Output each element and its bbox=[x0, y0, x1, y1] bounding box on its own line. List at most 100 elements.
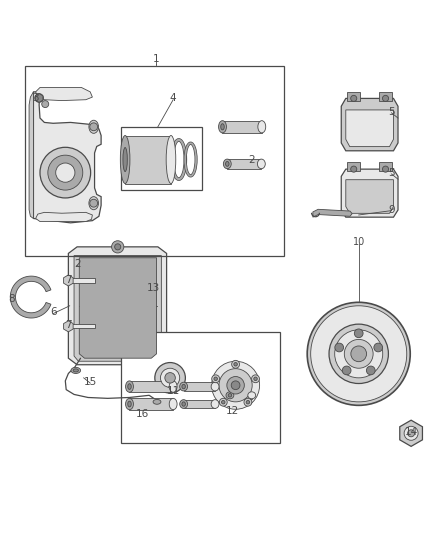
Circle shape bbox=[48, 155, 83, 190]
Ellipse shape bbox=[153, 399, 161, 404]
Circle shape bbox=[408, 430, 415, 437]
Bar bbox=[25, 66, 285, 256]
Polygon shape bbox=[313, 209, 352, 217]
Ellipse shape bbox=[120, 135, 130, 183]
Circle shape bbox=[203, 352, 268, 418]
Polygon shape bbox=[341, 169, 398, 217]
Text: 4: 4 bbox=[170, 93, 177, 103]
Text: 14: 14 bbox=[404, 427, 418, 438]
Polygon shape bbox=[68, 247, 166, 365]
Bar bbox=[230, 392, 252, 399]
Ellipse shape bbox=[258, 159, 265, 169]
Bar bbox=[68, 278, 95, 282]
Circle shape bbox=[227, 376, 244, 394]
Ellipse shape bbox=[128, 401, 131, 407]
Text: 8: 8 bbox=[8, 294, 15, 304]
Circle shape bbox=[35, 94, 43, 102]
Circle shape bbox=[115, 244, 121, 250]
Text: 2: 2 bbox=[248, 155, 255, 165]
Circle shape bbox=[212, 361, 260, 409]
Text: 12: 12 bbox=[226, 406, 239, 416]
Bar bbox=[130, 381, 173, 392]
Polygon shape bbox=[341, 99, 398, 151]
Bar bbox=[68, 324, 95, 328]
Text: 15: 15 bbox=[84, 377, 97, 387]
Text: 5: 5 bbox=[388, 107, 395, 117]
Circle shape bbox=[404, 426, 418, 440]
Text: 6: 6 bbox=[50, 308, 57, 317]
Circle shape bbox=[351, 346, 367, 362]
Circle shape bbox=[335, 330, 383, 378]
Circle shape bbox=[212, 375, 219, 383]
Ellipse shape bbox=[228, 393, 232, 397]
Circle shape bbox=[382, 166, 389, 172]
Polygon shape bbox=[11, 276, 51, 318]
Text: 13: 13 bbox=[147, 284, 160, 293]
Ellipse shape bbox=[180, 382, 187, 391]
Text: 7: 7 bbox=[65, 274, 72, 285]
Ellipse shape bbox=[223, 159, 231, 169]
Circle shape bbox=[165, 373, 175, 383]
Polygon shape bbox=[346, 180, 393, 213]
Text: 3: 3 bbox=[32, 93, 39, 103]
Bar bbox=[379, 163, 392, 171]
Circle shape bbox=[42, 101, 49, 108]
Text: 1: 1 bbox=[152, 54, 159, 64]
Circle shape bbox=[311, 306, 407, 402]
Bar bbox=[227, 159, 261, 169]
Circle shape bbox=[367, 366, 375, 375]
Circle shape bbox=[254, 377, 257, 381]
Ellipse shape bbox=[180, 400, 187, 408]
Ellipse shape bbox=[226, 392, 234, 399]
Bar bbox=[184, 382, 215, 391]
Ellipse shape bbox=[89, 120, 99, 133]
Text: 11: 11 bbox=[166, 386, 180, 396]
Circle shape bbox=[155, 362, 185, 393]
Circle shape bbox=[342, 366, 351, 375]
Circle shape bbox=[112, 241, 124, 253]
Text: 9: 9 bbox=[388, 205, 395, 215]
Polygon shape bbox=[79, 258, 156, 358]
Ellipse shape bbox=[166, 135, 176, 183]
Ellipse shape bbox=[211, 400, 219, 408]
Circle shape bbox=[251, 375, 259, 383]
Ellipse shape bbox=[182, 402, 185, 406]
Circle shape bbox=[344, 340, 373, 368]
Ellipse shape bbox=[211, 382, 219, 391]
Bar bbox=[121, 332, 280, 443]
Polygon shape bbox=[74, 256, 161, 361]
Circle shape bbox=[335, 343, 343, 352]
Bar bbox=[379, 92, 392, 101]
Circle shape bbox=[231, 381, 240, 390]
Ellipse shape bbox=[126, 381, 134, 392]
Circle shape bbox=[40, 147, 91, 198]
Circle shape bbox=[244, 398, 252, 406]
Bar bbox=[130, 398, 173, 410]
Ellipse shape bbox=[258, 120, 266, 133]
Circle shape bbox=[351, 95, 357, 101]
Text: 5: 5 bbox=[388, 168, 395, 177]
Ellipse shape bbox=[169, 398, 177, 410]
Circle shape bbox=[56, 163, 75, 182]
Polygon shape bbox=[33, 92, 101, 223]
Circle shape bbox=[234, 362, 237, 366]
Circle shape bbox=[219, 369, 252, 402]
Ellipse shape bbox=[73, 369, 78, 372]
Ellipse shape bbox=[248, 392, 256, 399]
Polygon shape bbox=[29, 92, 33, 219]
Circle shape bbox=[160, 368, 180, 387]
Bar bbox=[347, 163, 360, 171]
Circle shape bbox=[232, 360, 240, 368]
Circle shape bbox=[222, 400, 225, 404]
Bar bbox=[121, 127, 201, 190]
Bar bbox=[184, 400, 215, 408]
Ellipse shape bbox=[226, 161, 229, 166]
Ellipse shape bbox=[182, 384, 185, 389]
Ellipse shape bbox=[128, 384, 131, 390]
Circle shape bbox=[374, 343, 383, 352]
Polygon shape bbox=[35, 87, 92, 101]
Circle shape bbox=[90, 123, 98, 131]
Text: 10: 10 bbox=[353, 238, 365, 247]
Circle shape bbox=[90, 199, 98, 207]
Ellipse shape bbox=[219, 120, 226, 133]
